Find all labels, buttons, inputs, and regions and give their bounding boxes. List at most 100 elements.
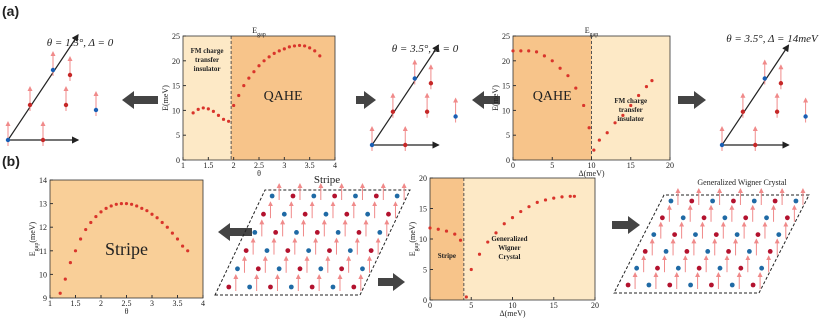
site: [719, 142, 725, 148]
site: [755, 232, 761, 238]
data-point: [155, 216, 159, 220]
site: [693, 232, 698, 238]
panel-label: (b): [2, 153, 20, 169]
data-point: [84, 227, 88, 232]
site: [235, 266, 240, 272]
data-point: [145, 209, 149, 213]
site: [743, 215, 749, 221]
data-point: [572, 194, 576, 198]
x-tick-label: 3: [150, 299, 154, 308]
x-tick-label: 15: [627, 161, 635, 170]
y-tick-label: 10: [172, 106, 180, 115]
data-point: [613, 121, 617, 125]
site: [63, 102, 69, 108]
site: [318, 266, 324, 272]
data-point: [191, 111, 195, 115]
x-tick-label: 3: [282, 161, 286, 170]
data-point: [313, 49, 317, 53]
site: [793, 198, 799, 204]
x-tick-label: 5: [550, 161, 554, 170]
x-tick-label: 4: [201, 299, 205, 308]
y-tick-label: 0: [506, 156, 510, 165]
data-point: [308, 46, 312, 50]
site: [403, 142, 408, 148]
site: [347, 248, 353, 254]
y-tick-label: 5: [176, 131, 180, 140]
data-point: [292, 44, 297, 48]
region-label: Crystal: [498, 253, 520, 261]
phase-region: [513, 36, 592, 160]
site: [243, 248, 249, 254]
site: [453, 114, 458, 119]
site: [750, 282, 756, 288]
y-tick-label: 0: [423, 296, 427, 305]
chart-title: Egap: [252, 26, 266, 38]
data-point: [186, 249, 190, 253]
site: [288, 284, 294, 290]
data-point: [170, 231, 174, 235]
data-point: [303, 44, 307, 48]
data-point: [68, 261, 72, 265]
data-point: [247, 76, 251, 80]
site: [297, 266, 303, 272]
y-tick-label: 5: [423, 266, 427, 275]
data-point: [458, 238, 463, 242]
caption: Generalized Wigner Crystal: [697, 178, 787, 187]
site: [722, 215, 728, 221]
data-point: [444, 229, 449, 233]
x-tick-label: 10: [509, 301, 517, 310]
x-axis-label: Δ(meV): [578, 169, 604, 178]
phase-region: [231, 36, 335, 160]
data-point: [597, 138, 601, 142]
y-tick-label: 10: [39, 270, 47, 279]
data-point: [568, 194, 572, 198]
site: [764, 215, 769, 221]
site: [684, 249, 690, 254]
site: [311, 193, 317, 199]
site: [709, 282, 714, 288]
y-tick-label: 20: [172, 57, 180, 66]
data-point: [140, 206, 144, 210]
site: [688, 282, 693, 288]
site: [368, 248, 374, 254]
data-point: [109, 204, 113, 208]
phase-region: [183, 36, 232, 160]
data-point: [650, 79, 654, 83]
site: [412, 76, 417, 81]
phase-region: [591, 36, 670, 160]
data-point: [272, 51, 276, 55]
site: [273, 230, 279, 235]
site: [772, 198, 778, 204]
site: [276, 266, 282, 272]
phase-region: [463, 178, 595, 300]
data-point: [89, 220, 93, 225]
data-point: [519, 49, 523, 53]
site: [710, 198, 716, 204]
x-tick-label: 15: [550, 301, 558, 310]
data-point: [165, 225, 169, 229]
y-tick-label: 10: [419, 235, 427, 244]
site: [696, 265, 702, 271]
x-tick-label: 2.5: [254, 161, 264, 170]
site: [390, 109, 396, 114]
lattice-axis: [721, 44, 790, 146]
site: [740, 109, 746, 114]
y-tick-label: 12: [39, 223, 47, 232]
y-tick-label: 15: [502, 82, 510, 91]
data-point: [566, 74, 570, 78]
site: [663, 249, 669, 254]
site: [394, 193, 400, 199]
x-tick-label: 2.5: [122, 299, 132, 308]
lattice-axis: [7, 34, 79, 141]
data-point: [252, 70, 256, 74]
data-point: [99, 210, 103, 214]
data-point: [206, 107, 210, 111]
site: [655, 265, 660, 271]
site: [734, 232, 740, 238]
site: [713, 232, 719, 238]
site: [281, 211, 287, 217]
cell-outline: [214, 189, 411, 296]
data-point: [130, 202, 134, 206]
data-point: [135, 204, 139, 208]
